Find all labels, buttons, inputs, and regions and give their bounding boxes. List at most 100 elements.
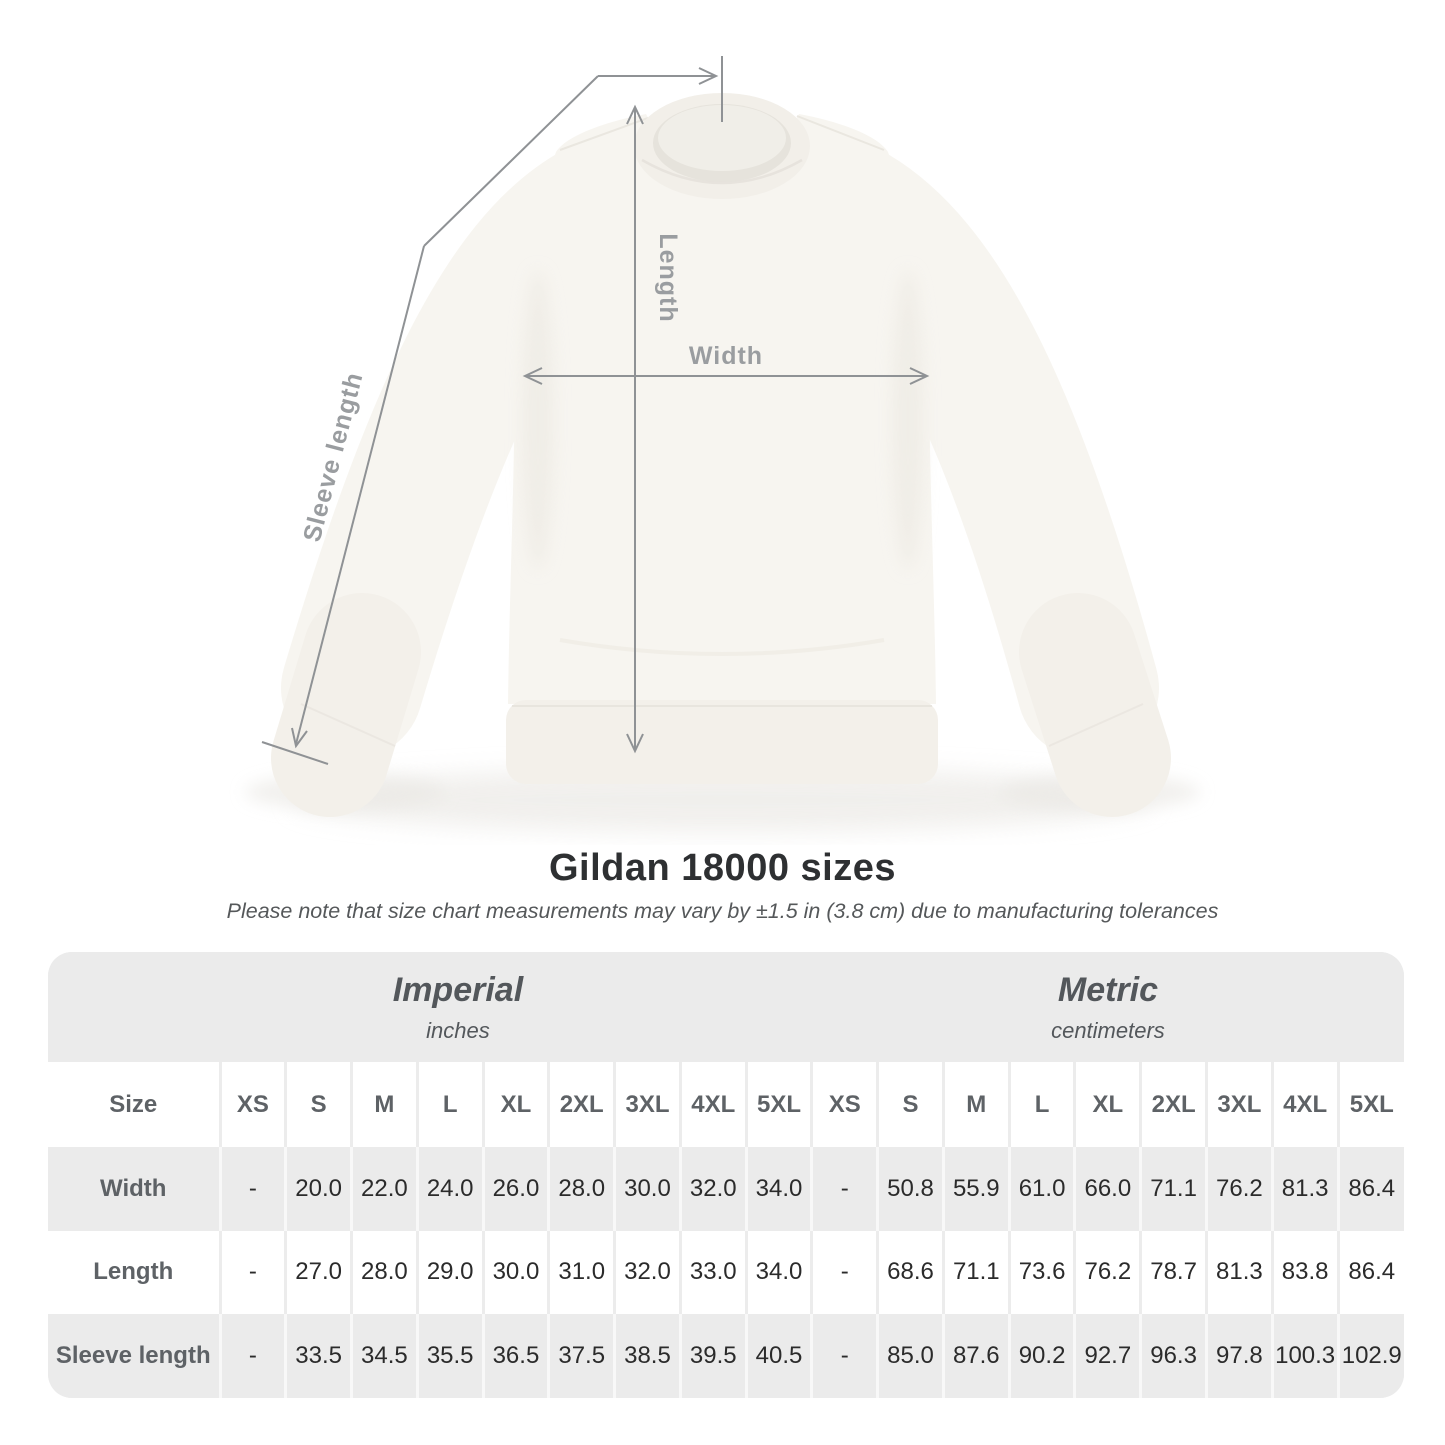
value-cell: 92.7: [1073, 1314, 1141, 1398]
unit-section-row: Imperial inches Metric centimeters: [48, 952, 1404, 1062]
value-cell: 50.8: [876, 1147, 944, 1231]
value-cell: -: [810, 1314, 878, 1398]
value-cell: 78.7: [1139, 1230, 1207, 1315]
size-column-header: 2XL: [547, 1062, 615, 1147]
value-cell: 29.0: [415, 1230, 484, 1315]
value-cell: 55.9: [941, 1147, 1010, 1231]
value-cell: 97.8: [1204, 1314, 1273, 1398]
size-column-header: S: [284, 1062, 352, 1147]
length-measure: Length: [626, 104, 682, 754]
table-row: Width -20.0 22.0 24.0 26.0 28.0 30.0 32.0 34.0-5…: [48, 1147, 1404, 1231]
value-cell: 32.0: [613, 1230, 681, 1315]
table-row: Sleeve length -33.5 34.5 35.5 36.5 37.5 38.5 39…: [48, 1314, 1404, 1398]
value-cell: 81.3: [1204, 1230, 1273, 1315]
collar: [634, 93, 810, 199]
value-cell: 71.1: [941, 1230, 1010, 1315]
value-cell: 28.0: [350, 1230, 418, 1315]
size-column-header: XS: [810, 1062, 878, 1147]
value-cell: 76.2: [1204, 1147, 1273, 1231]
imperial-title: Imperial: [392, 970, 524, 1009]
size-column-header: M: [350, 1062, 418, 1147]
size-column-header: L: [415, 1062, 484, 1147]
value-cell: 33.5: [284, 1314, 352, 1398]
value-cell: 86.4: [1336, 1147, 1404, 1231]
value-cell: 30.0: [481, 1230, 549, 1315]
size-column-header: XL: [1073, 1062, 1141, 1147]
width-measure: Width: [522, 342, 930, 385]
value-cell: 86.4: [1336, 1230, 1404, 1315]
sweatshirt-illustration: [271, 93, 1171, 817]
length-label: Length: [654, 233, 682, 322]
value-cell: 85.0: [876, 1314, 944, 1398]
size-column-header: 2XL: [1139, 1062, 1207, 1147]
value-cell: 96.3: [1139, 1314, 1207, 1398]
value-cell: 31.0: [547, 1230, 615, 1315]
value-cell: 22.0: [350, 1147, 418, 1231]
size-column-header: XL: [481, 1062, 549, 1147]
garment-shading: [300, 703, 1144, 747]
hem-band: [506, 700, 938, 784]
value-cell: 20.0: [284, 1147, 352, 1231]
page-title: Gildan 18000 sizes: [549, 847, 896, 889]
size-column-header: L: [1007, 1062, 1075, 1147]
value-cell: 24.0: [415, 1147, 484, 1231]
value-cell: 66.0: [1073, 1147, 1141, 1231]
table-row: Length -27.0 28.0 29.0 30.0 31.0 32.0 33.0 34.0-…: [48, 1230, 1404, 1315]
metric-unit: centimeters: [1051, 1017, 1165, 1043]
value-cell: 26.0: [481, 1147, 549, 1231]
value-cell: 28.0: [547, 1147, 615, 1231]
value-cell: 32.0: [678, 1147, 747, 1231]
value-cell: 100.3: [1270, 1314, 1339, 1398]
garment-shading: [522, 115, 924, 656]
size-column-header: 5XL: [744, 1062, 812, 1147]
value-cell: 71.1: [1139, 1147, 1207, 1231]
size-column-header: S: [876, 1062, 944, 1147]
tolerance-note: Please note that size chart measurements…: [226, 899, 1219, 923]
size-column-header: M: [941, 1062, 1010, 1147]
left-cuff: [271, 593, 421, 817]
value-cell: 90.2: [1007, 1314, 1075, 1398]
value-cell: 34.0: [744, 1147, 812, 1231]
value-cell: 38.5: [613, 1314, 681, 1398]
metric-section-header: Metric centimeters: [811, 952, 1404, 1062]
size-column-header: 4XL: [678, 1062, 747, 1147]
right-cuff: [1019, 593, 1171, 817]
row-label: Length: [93, 1258, 174, 1286]
value-cell: 61.0: [1007, 1147, 1075, 1231]
value-cell: 35.5: [415, 1314, 484, 1398]
value-cell: -: [810, 1147, 878, 1231]
value-cell: 39.5: [678, 1314, 747, 1398]
metric-title: Metric: [1057, 970, 1159, 1009]
width-label: Width: [689, 342, 763, 370]
row-label: Width: [100, 1174, 167, 1202]
imperial-section-header: Imperial inches: [48, 952, 812, 1062]
value-cell: 37.5: [547, 1314, 615, 1398]
value-cell: 102.9: [1336, 1314, 1404, 1398]
size-column-header: 4XL: [1270, 1062, 1339, 1147]
value-cell: 73.6: [1007, 1230, 1075, 1315]
value-cell: -: [218, 1230, 286, 1315]
value-cell: 30.0: [613, 1147, 681, 1231]
size-column-header: 5XL: [1336, 1062, 1404, 1147]
size-column-header: 3XL: [613, 1062, 681, 1147]
garment-diagram: Length Width Sleeve length: [245, 56, 1200, 832]
sweatshirt-body: [508, 114, 936, 704]
value-cell: 33.0: [678, 1230, 747, 1315]
size-table: Imperial inches Metric centimeters Size …: [48, 952, 1404, 1398]
value-cell: -: [810, 1230, 878, 1315]
value-cell: 81.3: [1270, 1147, 1339, 1231]
value-cell: 34.0: [744, 1230, 812, 1315]
value-cell: 68.6: [876, 1230, 944, 1315]
value-cell: 36.5: [481, 1314, 549, 1398]
value-cell: -: [218, 1147, 286, 1231]
size-corner-label: Size: [48, 1062, 220, 1147]
value-cell: 40.5: [744, 1314, 812, 1398]
value-cell: 83.8: [1270, 1230, 1339, 1315]
value-cell: 87.6: [941, 1314, 1010, 1398]
size-column-header: XS: [218, 1062, 286, 1147]
row-label: Sleeve length: [55, 1342, 211, 1370]
value-cell: 76.2: [1073, 1230, 1141, 1315]
size-header-row: Size XS S M L XL 2XL 3XL 4XL 5XL XS S M L XL 2XL 3XL 4XL…: [48, 1062, 1404, 1147]
value-cell: -: [218, 1314, 286, 1398]
